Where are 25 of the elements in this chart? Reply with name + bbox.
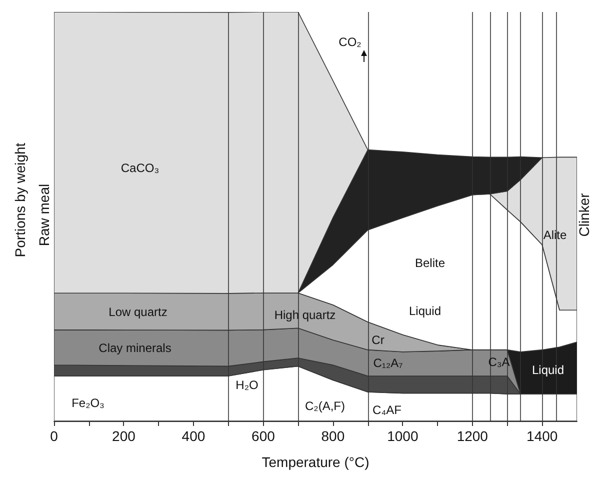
annotation: Clay minerals (98, 341, 172, 355)
x-tick-label: 1000 (387, 428, 418, 444)
annotation: C₄AF (372, 403, 402, 417)
annotation: CO₂ (338, 35, 362, 49)
annotation: CaCO₃ (120, 161, 160, 175)
x-tick-label: 400 (182, 428, 206, 444)
x-tick-label: 600 (252, 428, 276, 444)
x-tick-label: 0 (50, 428, 58, 444)
y-axis-title: Portions by weight (12, 142, 28, 258)
x-axis-title: Temperature (°C) (262, 454, 370, 470)
annotation: Clinker (576, 192, 592, 237)
annotation: Fe₂O₃ (72, 396, 105, 410)
annotation: C₂(A,F) (305, 399, 345, 413)
annotation: C₁₂A₇ (373, 356, 403, 370)
annotation: Liquid (532, 363, 564, 377)
annotation: Cr (372, 333, 384, 347)
x-tick-label: 800 (321, 428, 345, 444)
text: Raw meal (36, 184, 52, 246)
annotation: Belite (414, 256, 446, 270)
x-tick-label: 1400 (526, 428, 558, 444)
x-tick-label: 1200 (456, 428, 488, 444)
annotation: H₂O (236, 378, 258, 392)
annotation: Liquid (408, 304, 442, 318)
x-tick-label: 200 (112, 428, 136, 444)
annotation: Low quartz (108, 305, 168, 319)
